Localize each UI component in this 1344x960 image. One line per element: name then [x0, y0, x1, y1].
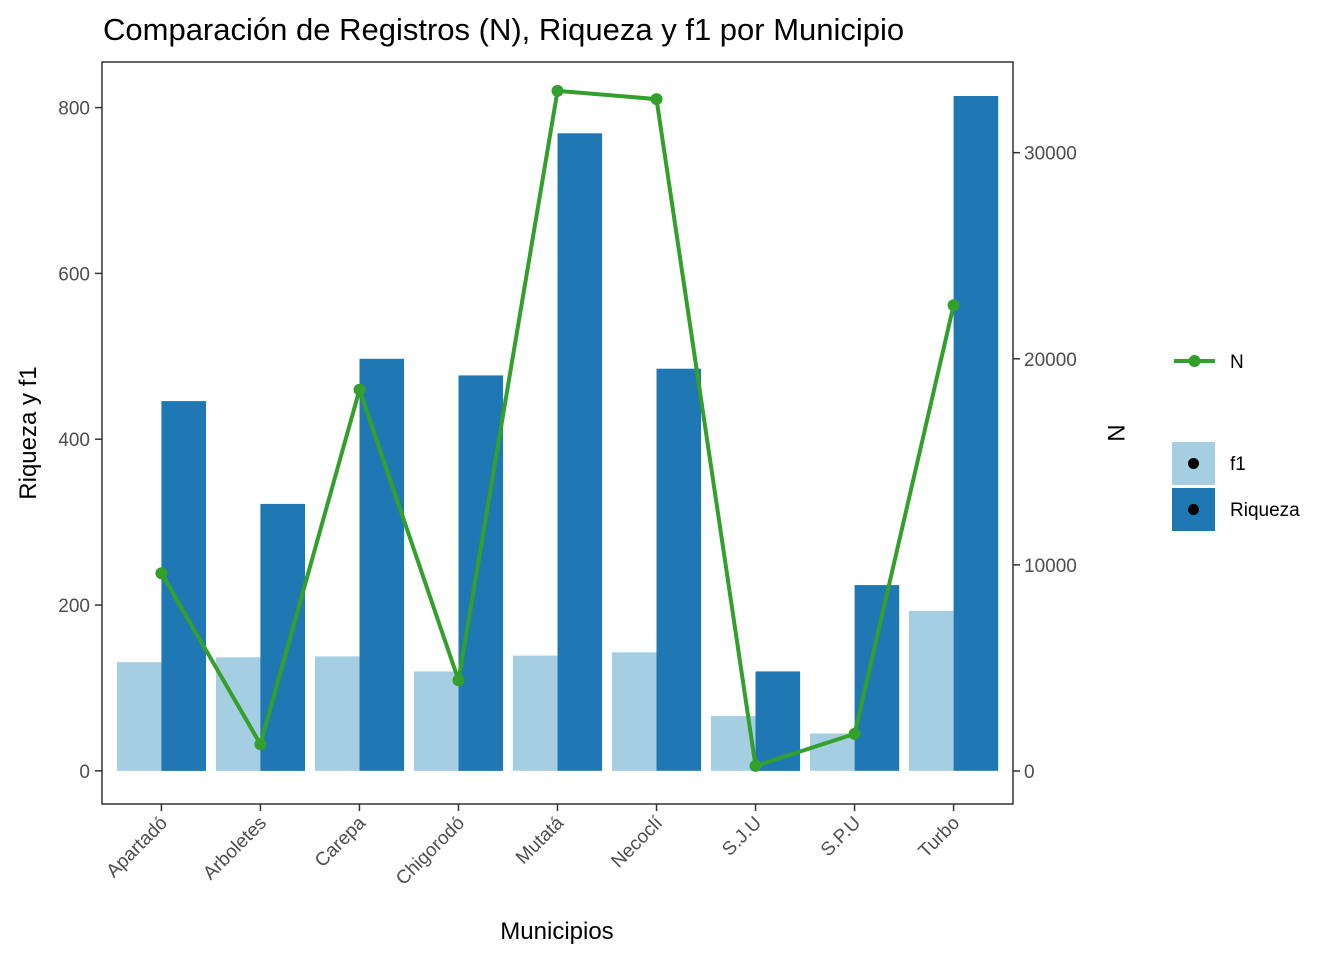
legend-label-f1: f1: [1230, 454, 1246, 475]
legend-dot-riqueza: [1188, 504, 1199, 515]
legend-label-n: N: [1230, 352, 1244, 373]
bar-f1-0: [116, 662, 162, 771]
legend-point-n: [1188, 355, 1201, 367]
legend: Nf1 Riqueza: [1172, 352, 1300, 531]
right-y-axis: 0 10000 20000 30000: [1013, 144, 1077, 783]
bar-riqueza-4: [557, 133, 603, 771]
point-n-7: [848, 727, 861, 740]
bar-f1-1: [215, 657, 261, 771]
bar-riqueza-5: [656, 368, 702, 771]
point-n-0: [155, 567, 168, 580]
left-y-axis-title: Riqueza y f1: [15, 366, 42, 499]
x-axis-title: Municipios: [500, 918, 613, 945]
line-layer: [155, 84, 960, 772]
legend-label-riqueza: Riqueza: [1230, 500, 1300, 521]
right-tick-label-3: 30000: [1024, 144, 1077, 165]
bars-layer: [116, 96, 999, 771]
right-tick-label-0: 0: [1024, 762, 1035, 783]
left-tick-label-3: 600: [58, 264, 90, 285]
bar-riqueza-2: [359, 358, 405, 771]
bar-f1-2: [314, 656, 360, 771]
right-tick-label-2: 20000: [1024, 350, 1077, 371]
point-n-1: [254, 738, 267, 751]
chart-title: Comparación de Registros (N), Riqueza y …: [103, 12, 904, 47]
point-n-8: [947, 299, 960, 312]
point-n-5: [650, 93, 663, 106]
right-tick-label-1: 10000: [1024, 556, 1077, 577]
bar-f1-3: [413, 671, 459, 771]
point-n-2: [353, 383, 366, 396]
right-y-axis-title: N: [1102, 424, 1129, 441]
left-tick-label-0: 0: [79, 762, 90, 783]
bar-f1-5: [612, 652, 657, 771]
legend-dot-f1: [1188, 458, 1199, 469]
left-y-axis: 0 200 400 600 800: [58, 99, 102, 783]
left-tick-label-1: 200: [58, 596, 90, 617]
bar-riqueza-8: [953, 96, 999, 771]
bar-f1-8: [909, 610, 954, 771]
left-tick-label-4: 800: [58, 99, 90, 120]
left-tick-label-2: 400: [58, 430, 90, 451]
bar-riqueza-3: [458, 375, 504, 771]
bar-f1-4: [512, 655, 558, 771]
point-n-4: [551, 84, 564, 97]
point-n-6: [749, 759, 762, 772]
bar-riqueza-7: [854, 585, 900, 771]
bar-riqueza-6: [755, 671, 801, 771]
point-n-3: [452, 674, 465, 687]
bar-riqueza-1: [260, 503, 305, 771]
